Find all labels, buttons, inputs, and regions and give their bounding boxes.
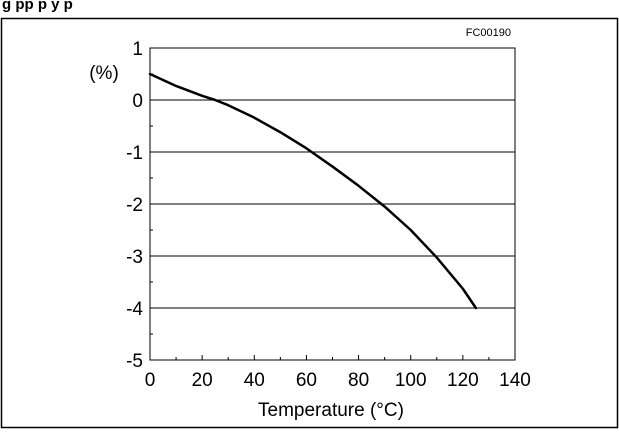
- x-tick-label: 120: [447, 370, 479, 391]
- header-fragment: g pp p y p: [2, 0, 73, 13]
- y-tick-label: -1: [126, 143, 143, 164]
- x-tick-label: 140: [499, 370, 531, 391]
- x-axis-label: Temperature (°C): [258, 400, 404, 421]
- series-line-0: [148, 72, 478, 310]
- y-axis-label: (%): [89, 63, 119, 84]
- figure-frame: [0, 17, 619, 429]
- y-tick-label: 0: [132, 91, 143, 112]
- x-tick-label: 80: [348, 370, 369, 391]
- y-tick-label: 1: [132, 39, 143, 60]
- x-tick-label: 100: [395, 370, 427, 391]
- x-tick-label: 20: [192, 370, 213, 391]
- x-tick-label: 40: [244, 370, 265, 391]
- figure-code: FC00190: [466, 27, 511, 39]
- y-tick-label: -5: [126, 351, 143, 372]
- y-tick-label: -4: [126, 299, 143, 320]
- x-tick-label: 60: [296, 370, 317, 391]
- tick-label-layer: 10-1-2-3-4-50 20 40 60 80 100 120 140: [126, 39, 531, 391]
- y-tick-label: -3: [126, 247, 143, 268]
- axis-layer: [149, 47, 516, 361]
- y-tick-label: -2: [126, 195, 143, 216]
- x-tick-label: 0: [145, 370, 156, 391]
- grid-layer: [150, 99, 515, 309]
- series-layer: [148, 72, 478, 310]
